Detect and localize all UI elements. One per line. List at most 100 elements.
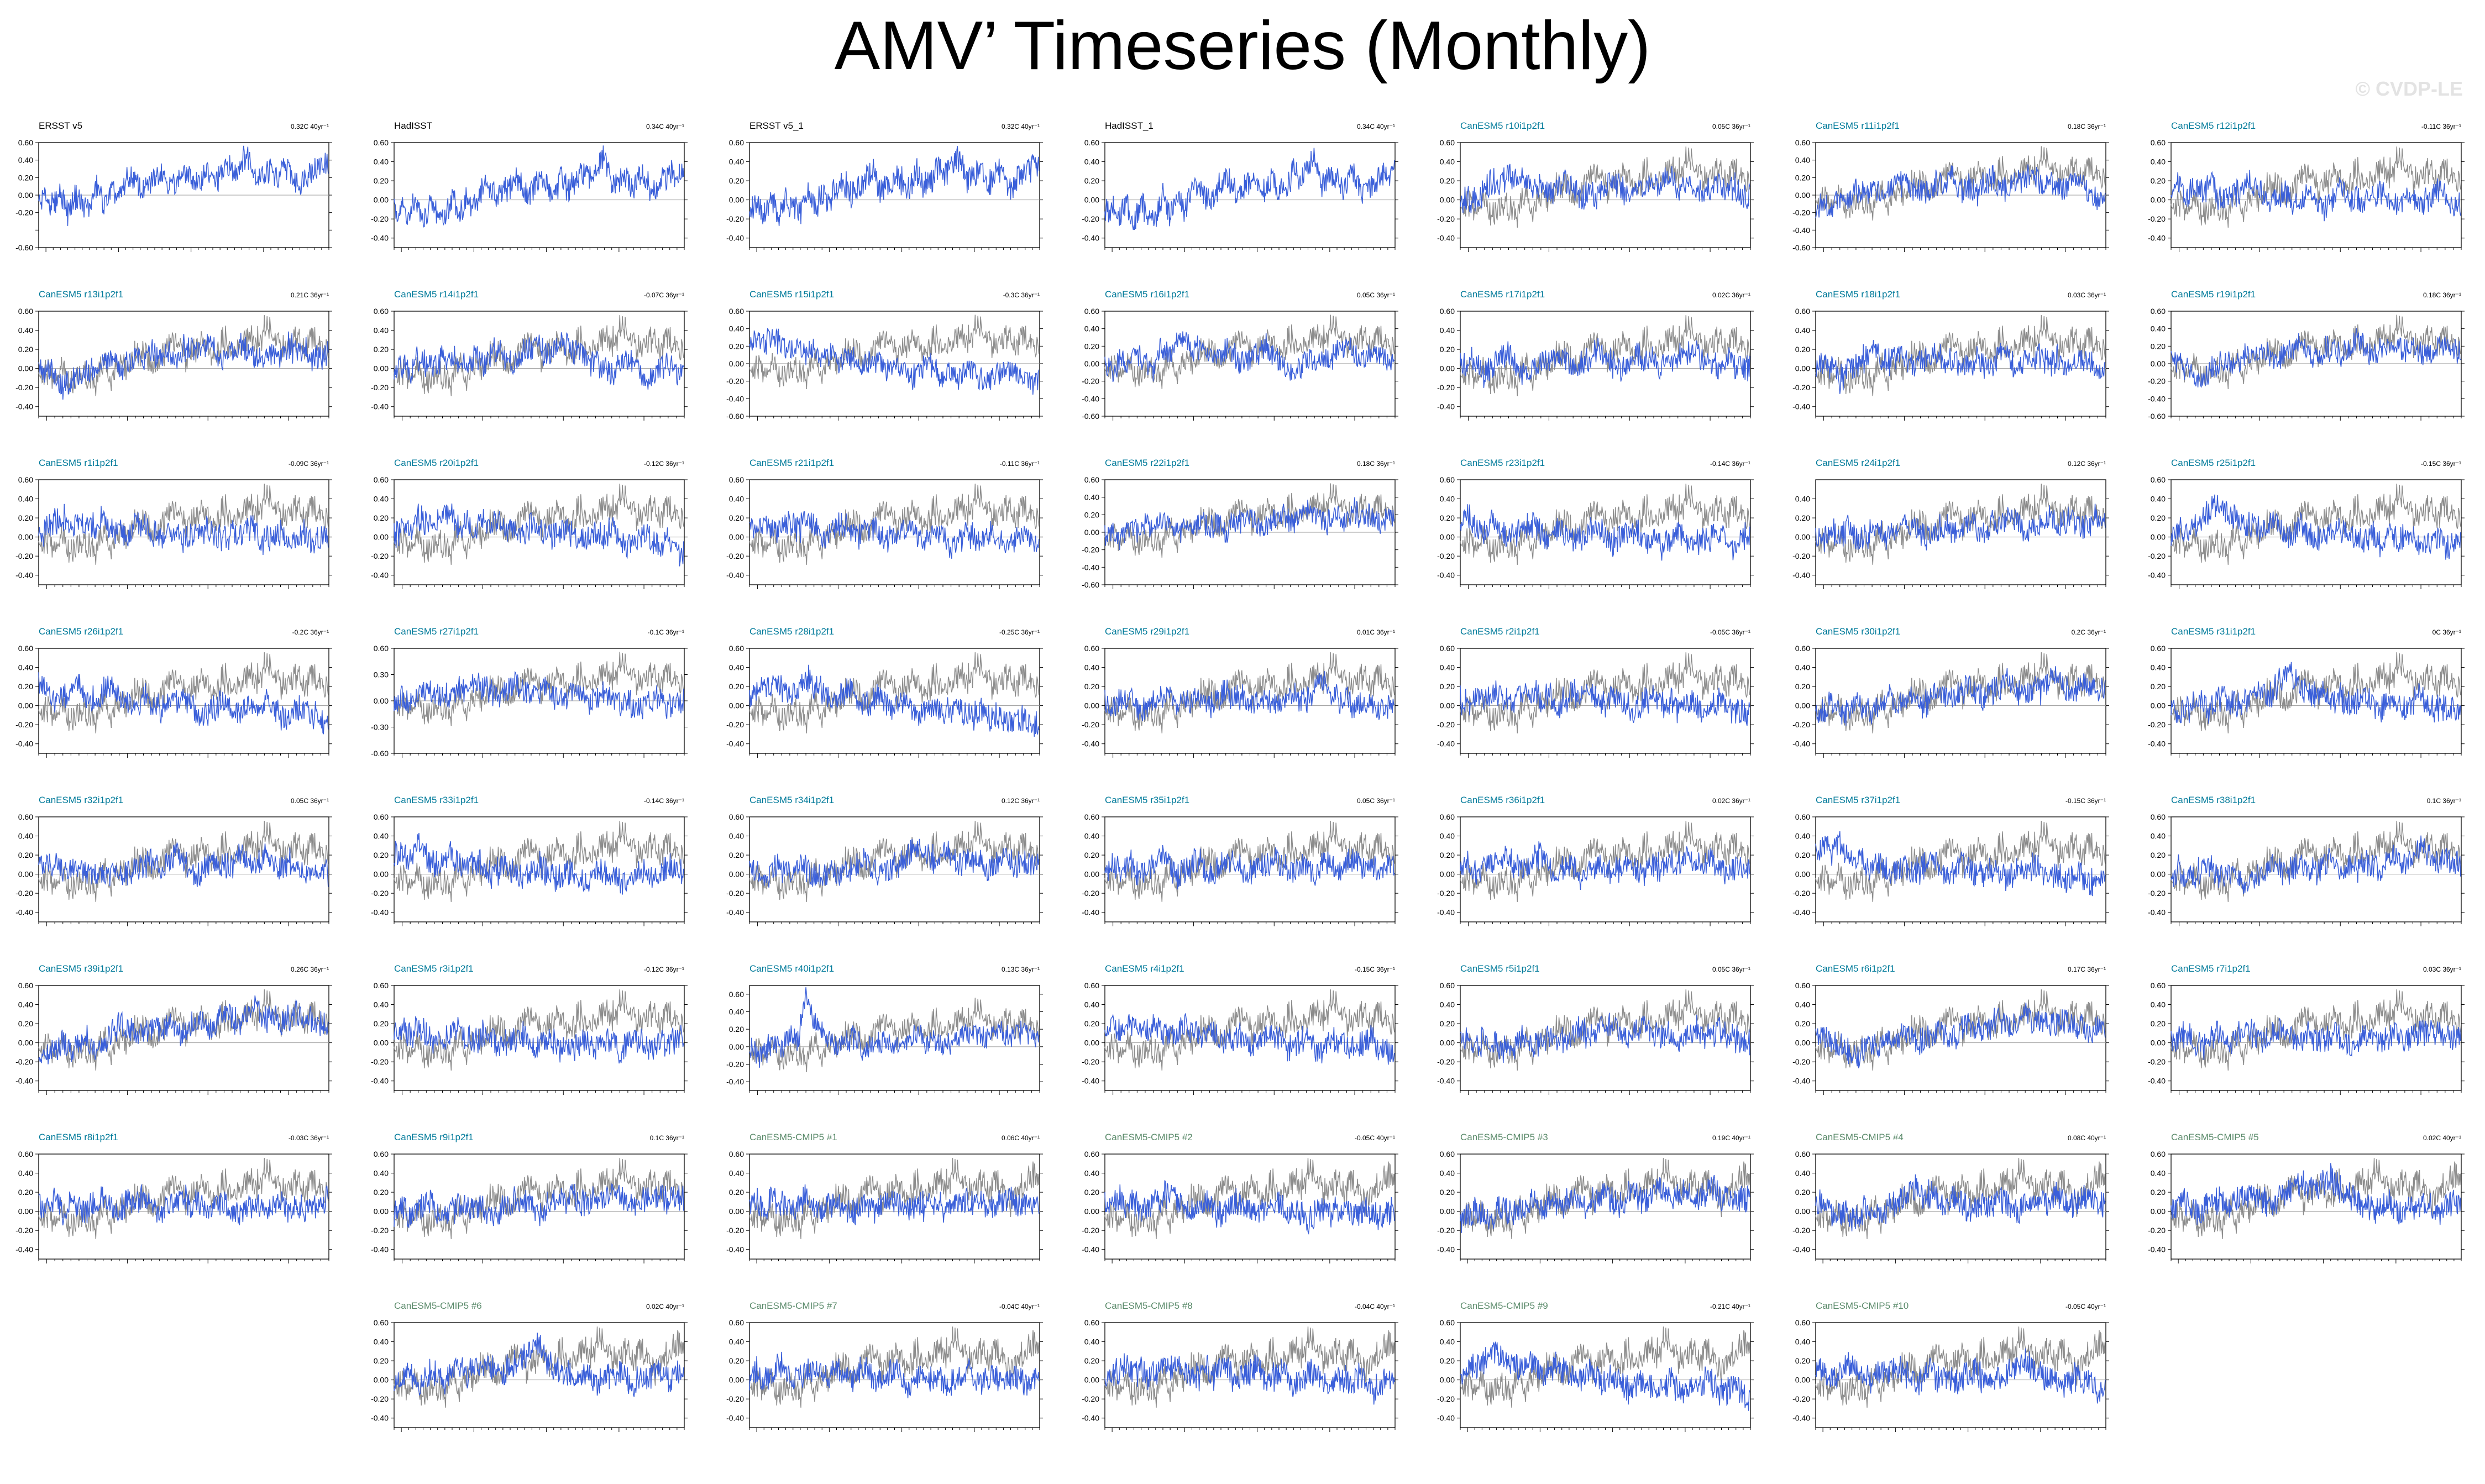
reference-series-line <box>1460 315 1750 396</box>
reference-series-line <box>2171 314 2461 390</box>
reference-series-line <box>1815 821 2106 902</box>
y-tick-label: 0.00 <box>729 870 744 879</box>
y-tick-label: 0.20 <box>1440 513 1455 522</box>
trend-label: 0.08C 40yr⁻¹ <box>2067 1134 2106 1142</box>
y-tick-label: -0.20 <box>1792 208 1810 217</box>
series-line <box>1104 845 1395 890</box>
series-line <box>2171 328 2461 388</box>
y-tick-label: 0.40 <box>374 832 389 841</box>
chart-panel: CanESM5 r16i1p2f1 0.05C 36yr⁻¹ -0.60 -0.40 -… <box>1066 169 1398 421</box>
y-tick-label: 0.20 <box>1084 510 1099 519</box>
chart-svg: -0.40-0.200.000.200.400.6019801990200020… <box>15 307 332 421</box>
chart-panel: CanESM5-CMIP5 #2 -0.05C 40yr⁻¹ -0.40 -0.20 0… <box>1066 1011 1398 1263</box>
panel-title: CanESM5 r21i1p2f1 <box>749 458 835 468</box>
chart-panel: CanESM5 r8i1p2f1 -0.03C 36yr⁻¹ -0.40 -0.20 0… <box>0 1011 332 1263</box>
series-line <box>394 332 684 390</box>
y-tick-label: 0.20 <box>18 682 33 691</box>
y-tick-label: 0.00 <box>2151 870 2166 879</box>
y-tick-label: 0.40 <box>729 1008 744 1016</box>
panel-title: CanESM5 r25i1p2f1 <box>2171 458 2256 468</box>
series-line <box>394 1015 684 1064</box>
y-tick-label: -0.20 <box>2148 1226 2166 1235</box>
panel-title: CanESM5 r8i1p2f1 <box>39 1132 118 1142</box>
y-tick-label: -0.40 <box>1792 402 1810 411</box>
chart-svg: -0.40-0.200.000.200.400.6019801990200020… <box>371 812 688 926</box>
y-tick-label: 0.20 <box>729 1356 744 1365</box>
reference-series-line <box>749 1326 1040 1408</box>
y-tick-label: 0.20 <box>1440 1188 1455 1197</box>
y-tick-label: 0.60 <box>374 1150 389 1158</box>
series-line <box>749 1184 1040 1225</box>
y-tick-label: 0.20 <box>18 851 33 859</box>
y-tick-label: 0.00 <box>1440 1039 1455 1047</box>
y-tick-label: 0.00 <box>1795 533 1810 542</box>
chart-panel: CanESM5 r5i1p2f1 0.05C 36yr⁻¹ -0.40 -0.20 0.… <box>1422 843 1754 1095</box>
series-line <box>38 672 329 735</box>
y-tick-label: -0.40 <box>15 1077 33 1086</box>
chart-panel: CanESM5 r19i1p2f1 0.18C 36yr⁻¹ -0.60 -0.40 -… <box>2132 169 2465 421</box>
y-tick-label: 0.00 <box>374 1207 389 1216</box>
panel-title: CanESM5 r32i1p2f1 <box>39 795 124 805</box>
trend-label: 0.17C 36yr⁻¹ <box>2067 966 2106 973</box>
y-tick-label: 0.40 <box>18 1169 33 1178</box>
y-tick-label: 0.40 <box>1084 1338 1099 1346</box>
trend-label: -0.11C 36yr⁻¹ <box>999 460 1040 468</box>
trend-label: -0.05C 40yr⁻¹ <box>1354 1134 1395 1142</box>
trend-label: 0.34C 40yr⁻¹ <box>1356 123 1395 130</box>
chart-svg: -0.60-0.200.000.200.400.6019801990200020… <box>15 138 332 252</box>
y-tick-label: -0.20 <box>1082 1394 1099 1403</box>
y-tick-label: 0.20 <box>18 173 33 182</box>
chart-svg: -0.40-0.200.000.200.400.6019801990200020… <box>726 1318 1043 1432</box>
panel-title: CanESM5 r31i1p2f1 <box>2171 626 2256 637</box>
series-line <box>394 504 684 567</box>
y-tick-label: -0.20 <box>726 1226 744 1235</box>
chart-svg: -0.40-0.200.000.200.400.6019801990200020… <box>371 981 688 1095</box>
series-line <box>1460 841 1750 890</box>
series-line <box>1104 1013 1395 1065</box>
y-tick-label: -0.20 <box>1437 1057 1455 1066</box>
panel-title: CanESM5-CMIP5 #10 <box>1816 1301 1909 1311</box>
y-tick-label: -0.20 <box>1792 1057 1810 1066</box>
chart-panel: CanESM5-CMIP5 #8 -0.04C 40yr⁻¹ -0.40 -0.20 0… <box>1066 1180 1398 1432</box>
y-tick-label: 0.40 <box>1795 326 1810 335</box>
series-line <box>1815 1348 2106 1404</box>
y-tick-label: 0.20 <box>374 176 389 185</box>
trend-label: 0.01C 36yr⁻¹ <box>1356 628 1395 636</box>
y-tick-label: 0.20 <box>1084 342 1099 350</box>
chart-panel: CanESM5 r31i1p2f1 0C 36yr⁻¹ -0.40 -0.20 0.00… <box>2132 506 2465 758</box>
y-tick-label: -0.40 <box>2148 908 2166 917</box>
y-tick-label: 0.20 <box>729 851 744 859</box>
trend-label: -0.09C 36yr⁻¹ <box>288 460 329 468</box>
series-line <box>1815 666 2106 726</box>
chart-svg: -0.40-0.200.000.200.400.6019801990200020… <box>1792 981 2109 1095</box>
series-line <box>1460 338 1750 388</box>
y-tick-label: 0.40 <box>2151 1000 2166 1009</box>
y-tick-label: 0.00 <box>18 1207 33 1216</box>
chart-panel: CanESM5 r2i1p2f1 -0.05C 36yr⁻¹ -0.40 -0.20 0… <box>1422 506 1754 758</box>
y-tick-label: 0.60 <box>1795 644 1810 653</box>
series-line <box>1104 148 1395 230</box>
y-tick-label: 0.40 <box>1084 663 1099 672</box>
y-tick-label: 0.00 <box>18 701 33 710</box>
y-tick-label: -0.20 <box>1792 1394 1810 1403</box>
chart-panel: HadISST 0.34C 40yr⁻¹ -0.40 -0.20 0.00 0.20 0.4… <box>355 0 688 252</box>
panel-title: CanESM5 r10i1p2f1 <box>1460 120 1545 131</box>
chart-panel: CanESM5-CMIP5 #7 -0.04C 40yr⁻¹ -0.40 -0.20 0… <box>711 1180 1043 1432</box>
chart-svg: -0.40-0.200.000.200.400.6019801990200020… <box>2148 1150 2465 1263</box>
series-line <box>2171 1163 2461 1225</box>
series-line <box>38 331 329 400</box>
y-tick-label: 0.00 <box>374 196 389 204</box>
y-tick-label: 0.60 <box>18 644 33 653</box>
y-tick-label: 0.40 <box>1440 832 1455 841</box>
panel-title: CanESM5 r34i1p2f1 <box>749 795 835 805</box>
y-tick-label: -0.40 <box>1437 402 1455 411</box>
trend-label: 0.02C 36yr⁻¹ <box>1712 291 1750 299</box>
chart-panel: CanESM5-CMIP5 #1 0.06C 40yr⁻¹ -0.40 -0.20 0.… <box>711 1011 1043 1263</box>
reference-series-line <box>749 484 1040 565</box>
trend-label: -0.1C 36yr⁻¹ <box>647 628 684 636</box>
chart-panel: CanESM5 r18i1p2f1 0.03C 36yr⁻¹ -0.40 -0.20 0… <box>1777 169 2109 421</box>
series-line <box>1104 497 1395 550</box>
panel-title: CanESM5 r28i1p2f1 <box>749 626 835 637</box>
trend-label: -0.15C 36yr⁻¹ <box>1354 966 1395 973</box>
y-tick-label: 0.60 <box>1440 1150 1455 1158</box>
